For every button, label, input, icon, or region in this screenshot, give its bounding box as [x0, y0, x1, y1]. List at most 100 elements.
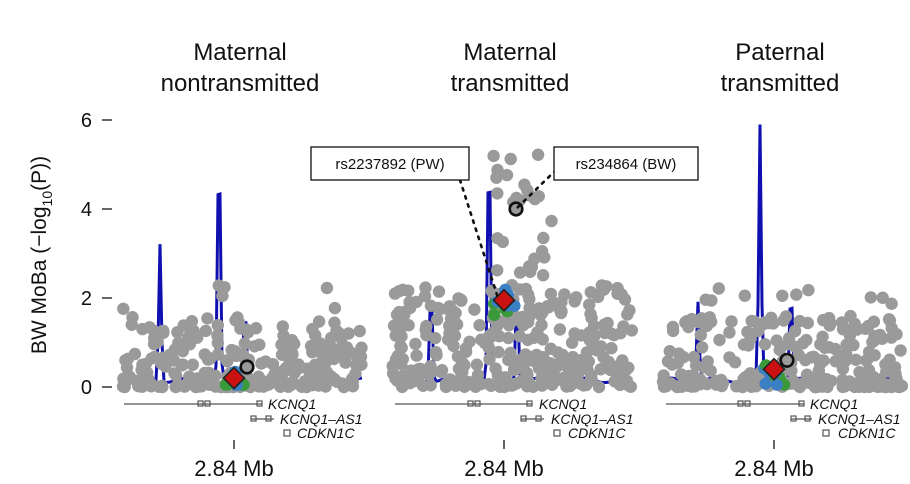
snp-point — [537, 231, 550, 245]
snp-point — [526, 380, 540, 393]
snp-point — [315, 354, 329, 368]
snp-point — [591, 290, 605, 304]
y-tick-label: 6 — [81, 110, 92, 132]
y-axis: 6 4 2 0 — [81, 110, 112, 399]
panel-title-line1: Paternal — [735, 39, 824, 66]
snp-point — [677, 350, 690, 364]
snp-point — [204, 352, 217, 365]
snp-point — [394, 339, 407, 353]
snp-point — [666, 320, 680, 334]
snp-point — [661, 355, 675, 368]
snp-point — [705, 294, 718, 307]
x-tick-label: 2.84 Mb — [464, 456, 544, 481]
snp-point — [659, 380, 673, 393]
snp-point — [519, 282, 533, 296]
snp-point — [773, 343, 786, 357]
snp-point — [770, 334, 783, 347]
snp-point — [583, 298, 596, 311]
snp-point — [339, 356, 352, 369]
snp-point — [814, 338, 827, 351]
snp-point — [340, 341, 354, 354]
snp-point — [555, 305, 568, 318]
snp-point — [725, 315, 738, 328]
snp-point — [238, 337, 251, 350]
plot-area — [116, 191, 368, 394]
snp-point — [168, 367, 181, 380]
snp-point — [128, 347, 142, 361]
snp-point — [545, 377, 559, 390]
snp-point — [538, 251, 551, 264]
snp-point — [723, 326, 736, 339]
snp-point — [448, 329, 462, 342]
snp-point — [458, 380, 471, 393]
snp-point — [879, 358, 892, 371]
snp-point — [435, 364, 449, 377]
lead-snp-diamond — [222, 366, 246, 390]
snp-point — [704, 364, 717, 378]
plot-area — [386, 148, 638, 394]
panel-title-line1: Maternal — [463, 39, 556, 66]
snp-point — [335, 332, 348, 345]
snp-point — [409, 337, 422, 351]
snp-point — [493, 330, 506, 343]
snp-point — [516, 315, 529, 328]
snp-point — [817, 313, 830, 327]
snp-point — [171, 380, 184, 393]
snp-point — [328, 301, 342, 315]
snp-point — [621, 308, 634, 321]
gene-label-kcnq1-as1: KCNQ1–AS1 — [818, 411, 900, 427]
snp-point — [353, 324, 366, 338]
snp-point — [447, 339, 460, 353]
snp-point — [211, 329, 224, 342]
gene-label-kcnq1: KCNQ1 — [539, 396, 587, 412]
snp-point — [695, 341, 709, 354]
snp-point — [723, 351, 736, 364]
annotation-label-pw: rs2237892 (PW) — [335, 156, 444, 173]
gene-label-kcnq1: KCNQ1 — [810, 396, 858, 412]
snp-point — [430, 313, 444, 326]
snp-point — [682, 320, 695, 334]
snp-point — [616, 354, 629, 367]
snp-point — [584, 307, 597, 321]
snp-point — [252, 370, 265, 383]
snp-point — [885, 297, 898, 310]
snp-point — [424, 299, 438, 312]
snp-point — [715, 379, 728, 393]
snp-point — [290, 363, 304, 376]
snp-point — [598, 318, 611, 331]
gene-track: KCNQ1 KCNQ1–AS1 CDKN1C — [666, 396, 900, 441]
snp-point — [136, 380, 149, 393]
snp-point — [266, 358, 280, 371]
snp-point — [501, 314, 514, 328]
annotation-box-bw — [553, 146, 699, 181]
snp-point — [199, 324, 212, 338]
snp-point — [410, 349, 423, 362]
snp-point — [182, 331, 195, 344]
snp-point — [395, 357, 408, 371]
snp-point — [420, 319, 433, 333]
snp-point — [319, 380, 332, 393]
snp-point — [528, 192, 542, 206]
snp-point — [776, 289, 789, 302]
snp-point — [395, 376, 409, 390]
snp-point — [470, 358, 484, 371]
snp-point — [279, 362, 292, 375]
snp-point — [452, 292, 465, 305]
snp-point — [860, 354, 873, 367]
snp-point — [402, 319, 415, 332]
gene-track: KCNQ1 KCNQ1–AS1 CDKN1C — [124, 396, 362, 441]
snp-point — [594, 363, 607, 376]
snp-point — [137, 363, 150, 376]
snp-point — [320, 281, 334, 295]
snp-point — [515, 374, 528, 387]
gene-label-cdkn1c: CDKN1C — [297, 425, 355, 441]
snp-point — [255, 357, 268, 370]
panel-title-line2: nontransmitted — [161, 70, 320, 97]
snp-point — [295, 380, 308, 393]
snp-point — [231, 311, 244, 324]
y-tick-label: 0 — [81, 377, 92, 399]
snp-point — [221, 355, 234, 368]
y-axis-label-prefix: BW MoBa (−log — [28, 206, 51, 354]
snp-point — [346, 372, 359, 385]
snp-point — [594, 340, 608, 353]
